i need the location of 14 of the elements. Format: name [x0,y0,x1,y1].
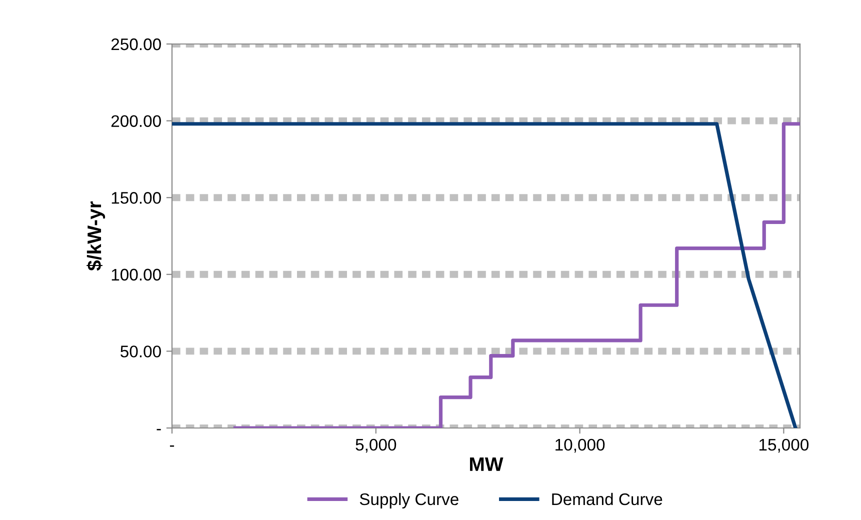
x-tick-label: 15,000 [759,438,809,453]
legend-label: Demand Curve [552,492,662,506]
y-tick-label: 200.00 [111,115,161,128]
legend-label: Supply Curve [360,492,458,508]
x-tick-label: 5,000 [356,438,396,453]
y-axis-title: $/kW-yr [86,201,106,271]
y-tick-label: 100.00 [112,268,161,281]
y-tick-label: 50.00 [120,346,161,358]
x-tick-label: - [170,445,174,447]
y-tick-label: - [156,428,161,430]
y-tick-label: 150.00 [112,192,161,204]
y-tick-label: 250.00 [111,38,161,50]
x-axis-title: MW [470,457,504,471]
x-tick-label: 10,000 [556,438,605,453]
